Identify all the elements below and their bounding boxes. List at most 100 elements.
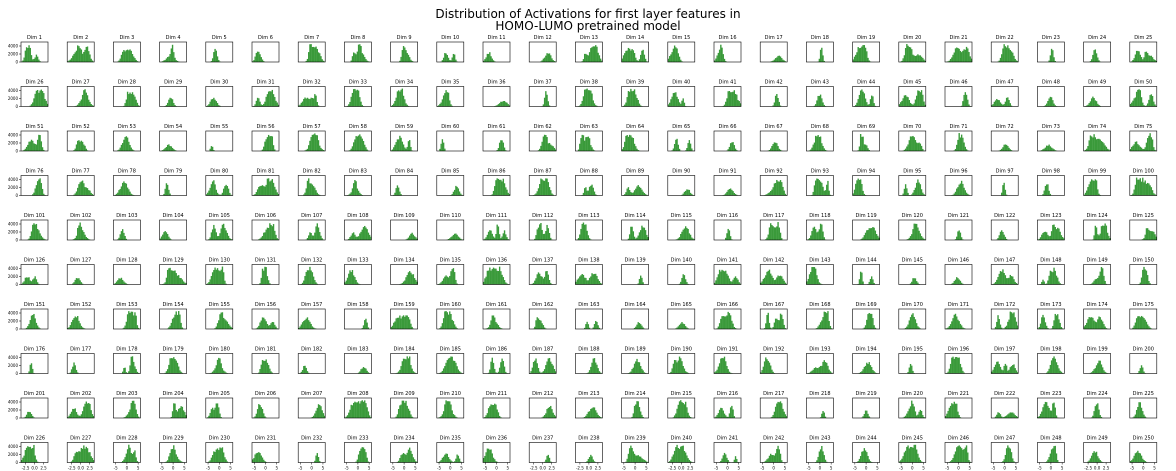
- histogram-bar: [766, 237, 768, 240]
- histogram-bar: [553, 147, 556, 151]
- histogram-bar: [1054, 226, 1056, 240]
- subplot-frame: [667, 130, 696, 152]
- histogram-bar: [733, 90, 736, 107]
- histogram-bar: [778, 402, 780, 418]
- histogram-bar: [996, 98, 998, 107]
- histogram-bar: [1094, 279, 1097, 285]
- subplot-title: Dim 91: [718, 169, 736, 175]
- histogram-bar: [875, 234, 878, 240]
- histogram-bar: [596, 275, 598, 285]
- histogram-bar: [360, 194, 362, 196]
- histogram-bar: [1145, 461, 1148, 463]
- histogram-bar: [823, 455, 825, 463]
- histogram-bar: [959, 232, 962, 240]
- histogram-bar: [817, 95, 819, 107]
- histogram-bar: [550, 237, 552, 240]
- histogram-bar: [964, 190, 967, 196]
- x-tick-label: 0.0: [586, 466, 593, 471]
- subplot-frame: [205, 175, 234, 196]
- subplot-title: Dim 54: [164, 124, 182, 130]
- histogram-bar: [214, 328, 216, 329]
- x-tick-label: -5: [252, 466, 256, 471]
- histogram-bar: [909, 446, 912, 463]
- subplot-dim-112: Dim 112: [528, 213, 557, 241]
- histogram-bar: [305, 271, 307, 285]
- histogram-bar: [507, 239, 509, 240]
- histogram-bar: [399, 91, 401, 107]
- histogram-bar: [207, 192, 209, 196]
- subplot-dim-48: Dim 48: [1037, 80, 1065, 107]
- histogram-bar: [401, 141, 404, 151]
- histogram-bar: [643, 192, 646, 196]
- histogram-bar: [726, 416, 728, 418]
- subplot-dim-150: Dim 150: [1129, 258, 1158, 285]
- subplot-frame: [621, 41, 649, 63]
- histogram-bar: [362, 54, 365, 62]
- histogram-bar: [814, 268, 817, 285]
- histogram-bar: [1014, 317, 1016, 329]
- subplot-title: Dim 16: [718, 35, 736, 41]
- histogram-bar: [678, 283, 681, 285]
- histogram-bar: [598, 327, 601, 329]
- histogram-bar: [906, 44, 908, 62]
- histogram-bar: [359, 233, 361, 240]
- histogram-bar: [1007, 145, 1009, 151]
- histogram-bar: [317, 457, 320, 463]
- histogram-bar: [365, 147, 367, 151]
- histogram-bar: [671, 368, 673, 374]
- histogram-bar: [911, 365, 913, 374]
- histogram-bar: [537, 272, 540, 285]
- histogram-bar: [413, 459, 416, 463]
- histogram-bar: [38, 59, 40, 62]
- histogram-bar: [534, 360, 536, 374]
- subplot-title: Dim 6: [258, 35, 273, 41]
- histogram-bar: [393, 194, 395, 196]
- histogram-bar: [32, 447, 34, 463]
- histogram-bar: [636, 148, 638, 151]
- histogram-bar: [857, 178, 859, 196]
- histogram-bar: [953, 280, 955, 285]
- subplot-title: Dim 188: [578, 347, 599, 353]
- histogram-bar: [211, 146, 214, 151]
- histogram-bar: [453, 189, 456, 196]
- histogram-bar: [364, 225, 366, 240]
- histogram-bar: [489, 449, 491, 463]
- histogram-bar: [502, 178, 505, 196]
- histogram-bar: [765, 460, 767, 463]
- histogram-bar: [449, 100, 451, 107]
- histogram-bar: [88, 452, 90, 463]
- subplot-dim-21: Dim 21: [944, 35, 973, 63]
- histogram-bar: [317, 140, 320, 151]
- histogram-bar: [1002, 417, 1004, 418]
- histogram-bar: [441, 280, 444, 285]
- histogram-bar: [904, 450, 907, 463]
- y-tick-label: 2000: [8, 452, 19, 457]
- subplot-title: Dim 71: [949, 124, 967, 130]
- histogram-bar: [727, 91, 729, 107]
- histogram-bar: [43, 149, 45, 151]
- histogram-bar: [263, 270, 265, 285]
- subplot-dim-133: Dim 133: [344, 258, 372, 285]
- subplot-dim-82: Dim 82: [297, 169, 326, 196]
- subplot-dim-102: Dim 102: [66, 213, 95, 241]
- histogram-bar: [30, 55, 33, 62]
- histogram-bar: [30, 363, 33, 374]
- histogram-bar: [349, 101, 351, 107]
- histogram-bar: [1039, 413, 1042, 418]
- histogram-bar: [134, 403, 136, 418]
- subplot-frame: [1129, 175, 1158, 196]
- histogram-bar: [912, 104, 914, 107]
- histogram-bar: [439, 417, 441, 418]
- histogram-bar: [404, 147, 406, 151]
- histogram-bar: [736, 194, 738, 196]
- histogram-bar: [765, 239, 767, 240]
- histogram-bar: [1015, 370, 1018, 374]
- histogram-bar: [39, 178, 41, 196]
- histogram-bar: [684, 150, 687, 151]
- histogram-bar: [1108, 149, 1110, 151]
- subplot-dim-187: Dim 187: [528, 347, 557, 374]
- histogram-bar: [898, 104, 901, 107]
- histogram-bar: [299, 326, 301, 329]
- histogram-bar: [1093, 320, 1095, 329]
- histogram-bar: [356, 282, 359, 285]
